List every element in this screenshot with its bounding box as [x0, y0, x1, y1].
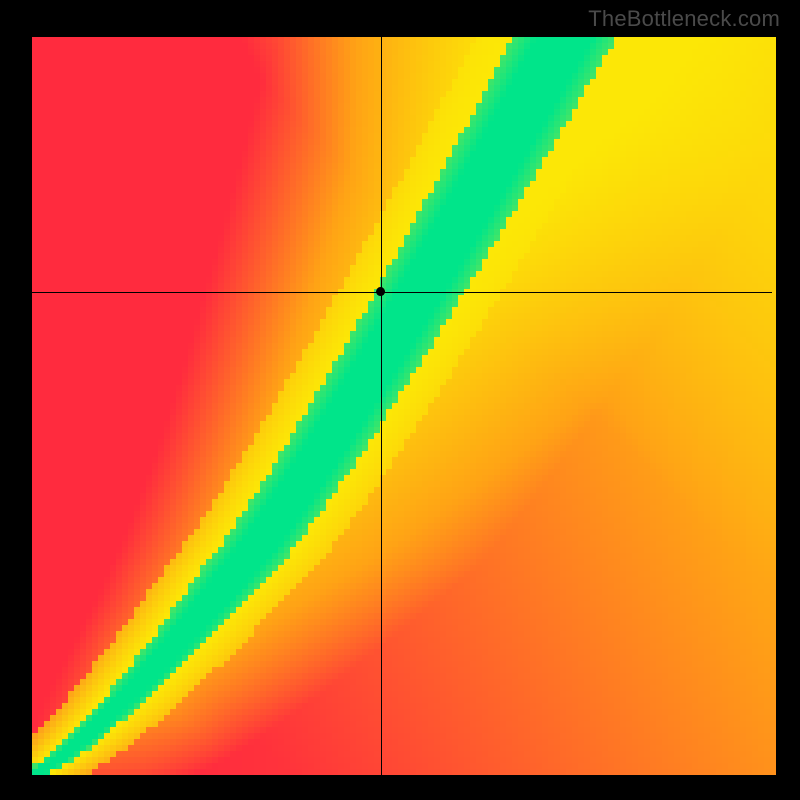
- chart-container: TheBottleneck.com: [0, 0, 800, 800]
- heatmap-canvas: [0, 0, 800, 800]
- watermark-label: TheBottleneck.com: [588, 6, 780, 32]
